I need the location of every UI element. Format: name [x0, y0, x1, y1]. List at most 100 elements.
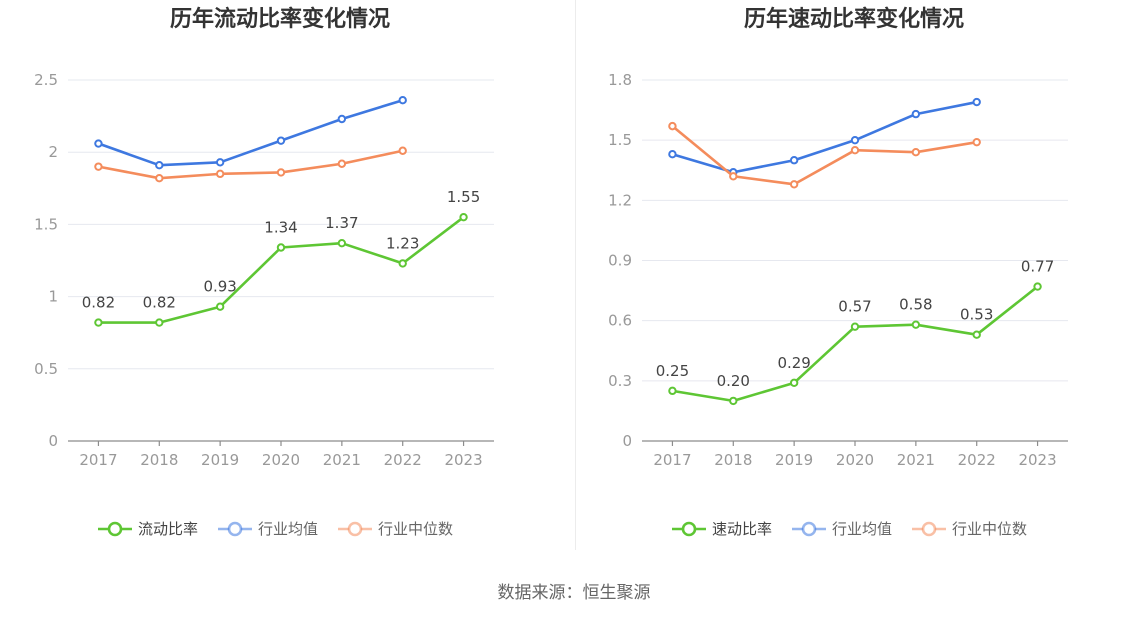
data-label: 0.29: [777, 354, 810, 372]
quick-ratio-chart: 历年速动比率变化情况 0 0.3 0.6 0.9 1.2 1.5 1.8 2017 2018 201…: [608, 6, 1068, 538]
current-ratio-chart-panel: 历年流动比率变化情况 0 0.5 1 1.5 2 2.5 2017 2018 2019 2020 20…: [0, 0, 574, 560]
data-point: [911, 320, 921, 329]
legend-item[interactable]: 行业中位数: [338, 520, 453, 538]
y-tick-label: 0.5: [34, 360, 58, 378]
data-point: [911, 109, 921, 119]
legend-item[interactable]: 行业中位数: [912, 520, 1027, 538]
x-tick-label: 2017: [79, 451, 117, 469]
legend-marker: [107, 521, 123, 537]
data-point: [337, 238, 347, 248]
data-point: [668, 386, 677, 396]
x-tick-label: 2020: [262, 451, 300, 469]
legend-label: 行业中位数: [378, 520, 453, 538]
data-label: 0.77: [1021, 258, 1054, 276]
y-tick-label: 1: [48, 288, 58, 306]
y-tick-label: 0.9: [608, 252, 632, 270]
y-tick-label: 0.6: [608, 312, 632, 330]
data-point: [398, 146, 407, 155]
data-label: 0.82: [143, 294, 176, 312]
x-tick-label: 2023: [444, 451, 482, 469]
data-point: [972, 97, 981, 107]
data-point: [94, 139, 103, 148]
data-label: 0.82: [82, 294, 115, 312]
data-point: [215, 169, 225, 179]
data-label: 0.20: [717, 372, 750, 390]
current-ratio-chart: 历年流动比率变化情况 0 0.5 1 1.5 2 2.5 2017 2018 2019 2020 20…: [34, 6, 494, 538]
legend-item[interactable]: 行业均值: [218, 520, 318, 538]
x-tick-label: 2023: [1018, 451, 1056, 469]
quick-ratio-chart-panel: 历年速动比率变化情况 0 0.3 0.6 0.9 1.2 1.5 1.8 2017 2018 201…: [574, 0, 1148, 560]
data-point: [729, 172, 738, 181]
y-tick-label: 1.5: [34, 215, 58, 233]
legend-item[interactable]: 流动比率: [98, 520, 198, 538]
data-point: [337, 114, 347, 124]
data-label: 0.57: [838, 298, 871, 316]
legend-marker: [681, 521, 697, 537]
y-tick-label: 0: [622, 432, 632, 450]
data-point: [972, 330, 981, 339]
y-tick-label: 0: [48, 432, 58, 450]
x-tick-label: 2018: [714, 451, 752, 469]
x-tick-label: 2021: [897, 451, 935, 469]
chart-title: 历年流动比率变化情况: [170, 6, 390, 32]
x-tick-label: 2019: [201, 451, 239, 469]
data-source-note: 数据来源：恒生聚源: [497, 583, 651, 603]
panel-divider: [575, 0, 576, 550]
y-tick-label: 1.2: [608, 191, 632, 209]
data-point: [337, 159, 347, 168]
data-point: [276, 168, 286, 177]
legend-label: 行业中位数: [952, 520, 1027, 538]
data-label: 0.58: [899, 296, 932, 314]
data-label: 1.55: [447, 188, 480, 206]
data-label: 1.37: [325, 214, 358, 232]
y-tick-label: 0.3: [608, 372, 632, 390]
data-label: 0.53: [960, 306, 993, 324]
legend-marker: [801, 521, 817, 537]
data-label: 0.25: [656, 362, 689, 380]
data-point: [911, 148, 921, 157]
x-tick-label: 2018: [140, 451, 178, 469]
x-tick-label: 2021: [323, 451, 361, 469]
legend-label: 速动比率: [712, 520, 772, 538]
data-point: [668, 121, 677, 131]
data-label: 0.93: [203, 278, 236, 296]
x-tick-label: 2019: [775, 451, 813, 469]
data-point: [789, 180, 799, 189]
data-point: [850, 145, 860, 155]
data-label: 1.23: [386, 234, 419, 252]
x-tick-label: 2017: [653, 451, 691, 469]
data-point: [1033, 282, 1042, 291]
legend-label: 流动比率: [138, 520, 198, 538]
data-point: [789, 378, 799, 388]
chart-title: 历年速动比率变化情况: [744, 6, 964, 32]
legend-marker: [227, 521, 243, 537]
data-point: [215, 302, 225, 311]
data-point: [94, 162, 103, 171]
data-point: [276, 243, 286, 252]
series-line: [672, 100, 977, 174]
data-point: [398, 96, 407, 105]
x-tick-label: 2020: [836, 451, 874, 469]
legend-label: 行业均值: [258, 520, 318, 538]
data-point: [398, 259, 407, 268]
data-point: [729, 396, 738, 406]
y-tick-label: 1.8: [608, 71, 632, 89]
y-tick-label: 2: [48, 143, 58, 161]
series-line: [671, 125, 977, 186]
legend-marker: [921, 521, 937, 537]
x-tick-label: 2022: [958, 451, 996, 469]
data-point: [459, 212, 468, 222]
series-line: [97, 98, 404, 167]
data-point: [789, 156, 799, 165]
legend-label: 行业均值: [832, 520, 892, 538]
data-point: [155, 173, 164, 183]
data-point: [215, 158, 225, 167]
legend-marker: [347, 521, 363, 537]
data-point: [94, 318, 103, 327]
data-point: [668, 150, 677, 159]
data-point: [276, 136, 286, 145]
legend-item[interactable]: 行业均值: [792, 520, 892, 538]
data-point: [850, 135, 860, 145]
legend-item[interactable]: 速动比率: [672, 520, 772, 538]
